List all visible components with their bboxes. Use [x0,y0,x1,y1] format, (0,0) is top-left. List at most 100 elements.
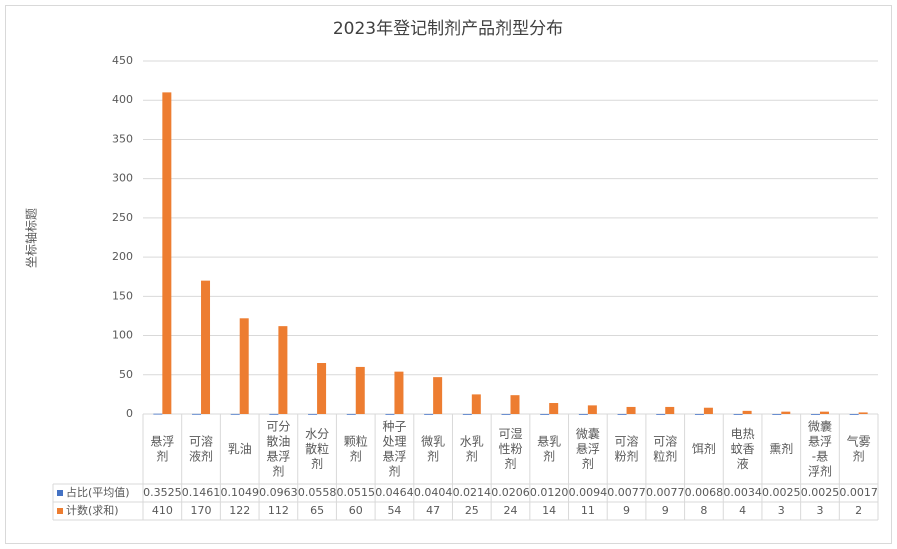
x-tick-label: 种子处理悬浮剂 [382,419,406,478]
bar [626,406,636,414]
bar [153,413,163,415]
y-tick-label: 400 [112,93,133,106]
x-tick-label: 乳油 [228,442,252,456]
x-tick-label: 悬乳剂 [537,434,561,463]
data-label: 3 [778,504,785,517]
y-tick-label: 100 [112,329,133,342]
data-label: 0.0017 [839,486,878,499]
data-label: 47 [426,504,440,517]
y-tick-label: 0 [126,407,133,420]
bar [587,405,597,414]
data-label: 0.0464 [375,486,414,499]
y-tick-label: 250 [112,211,133,224]
data-label: 0.0025 [762,486,801,499]
bar [510,395,520,414]
legend-label: 计数(求和) [66,504,119,517]
y-tick-label: 300 [112,172,133,185]
bar [656,413,666,415]
bar [462,413,472,415]
bar [858,412,868,414]
bar [355,366,365,414]
x-tick-label: 可溶粉剂 [615,433,639,463]
data-label: 0.0034 [723,486,762,499]
data-label: 410 [152,504,173,517]
x-tick-label: 熏剂 [769,441,793,456]
data-label: 0.3525 [143,486,182,499]
bar [578,413,588,415]
data-label: 2 [855,504,862,517]
x-tick-label: 可溶粒剂 [653,433,677,463]
bar [424,413,434,415]
data-label: 54 [387,504,401,517]
data-label: 0.0214 [453,486,492,499]
data-label: 0.0068 [685,486,724,499]
x-tick-label: 水分散粒剂 [305,427,329,471]
bar [433,377,443,414]
data-label: 11 [581,504,595,517]
bar [201,280,211,414]
bar [742,410,752,414]
bar [192,413,202,415]
y-tick-label: 150 [112,289,133,302]
y-tick-label: 450 [112,54,133,67]
data-label: 0.0404 [414,486,453,499]
data-label: 0.0515 [337,486,376,499]
legend-swatch [57,490,63,496]
bar [501,413,511,415]
x-tick-label: 悬浮剂 [150,434,174,463]
x-tick-label: 电热蚊香液 [731,427,755,471]
y-tick-label: 350 [112,132,133,145]
data-label: 24 [504,504,518,517]
data-label: 8 [700,504,707,517]
data-label: 112 [268,504,289,517]
x-tick-label: 颗粒剂 [344,433,368,463]
bar [694,413,704,415]
legend-label: 占比(平均值) [66,485,130,499]
data-label: 60 [349,504,363,517]
bar [665,406,675,414]
data-label: 0.0120 [530,486,569,499]
x-tick-label: 可溶液剂 [189,433,213,463]
bar [703,407,713,414]
data-label: 0.0077 [607,486,646,499]
data-label: 122 [229,504,250,517]
x-tick-label: 饵剂 [692,441,716,456]
x-tick-label: 可分散油悬浮剂 [266,419,290,478]
bar [849,413,859,415]
bar [781,411,791,414]
y-tick-label: 200 [112,250,133,263]
bar [617,413,627,415]
bar [278,326,288,414]
data-label: 0.0558 [298,486,337,499]
data-label: 0.0206 [491,486,530,499]
y-axis-title: 坐标轴标题 [24,208,39,268]
bar [230,413,240,415]
x-tick-label: 微囊悬浮剂 [576,426,600,471]
data-label: 0.0025 [801,486,840,499]
data-label: 14 [542,504,556,517]
data-label: 4 [739,504,746,517]
data-label: 9 [662,504,669,517]
bar [317,363,327,414]
bar [733,413,743,415]
x-tick-label: 气雾剂 [847,433,871,463]
x-tick-label: 微囊悬浮-悬浮剂 [808,418,832,478]
data-label: 170 [191,504,212,517]
bar [471,394,481,414]
bar [549,403,559,414]
bar [385,413,395,415]
chart-title: 2023年登记制剂产品剂型分布 [333,19,563,39]
bar [394,371,404,414]
bar [162,92,172,414]
x-tick-label: 可湿性粉剂 [498,426,522,471]
data-label: 0.1461 [182,486,221,499]
data-label: 25 [465,504,479,517]
bar [819,411,829,414]
data-label: 65 [310,504,324,517]
data-label: 9 [623,504,630,517]
x-tick-label: 微乳剂 [421,434,445,463]
chart-frame [5,5,892,544]
bar [239,318,249,414]
data-label: 0.0094 [569,486,608,499]
